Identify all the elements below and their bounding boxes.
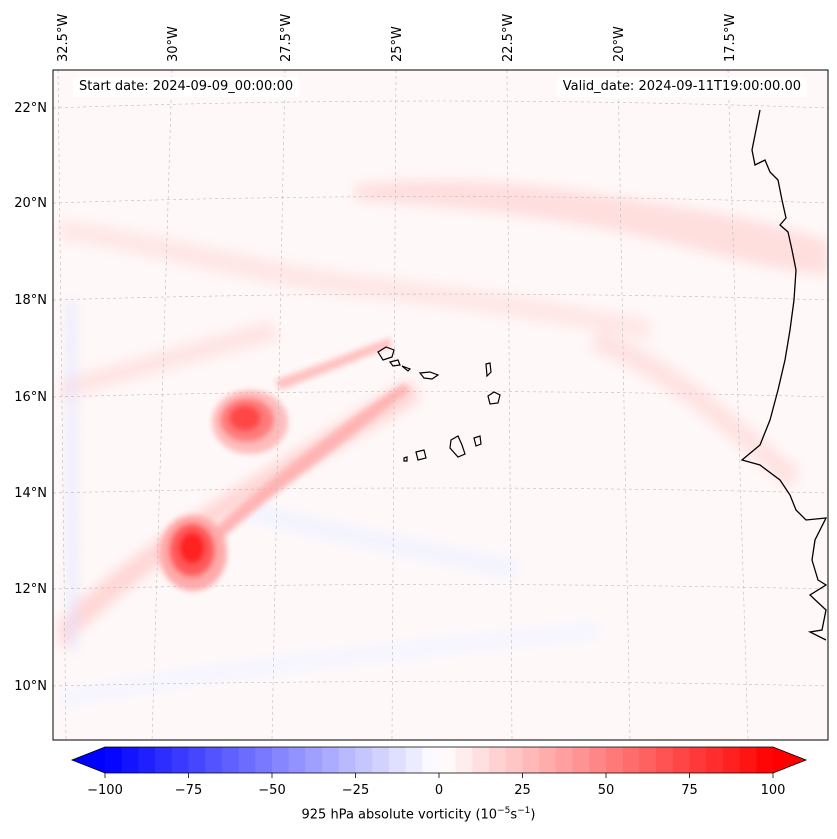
lon-label-22-5w: 22.5°W [501,14,516,62]
colorbar-segment [405,747,423,773]
colorbar-label-main: 925 hPa absolute vorticity (10 [301,807,498,823]
colorbar-label-mid: s [510,807,518,823]
colorbar-label-end: ) [530,807,536,823]
valid-date-label: Valid_date: 2024-09-11T19:00:00.00 [556,77,807,97]
colorbar-segment [472,747,490,773]
cbar-tick-label-2: −50 [258,783,285,798]
map-area [53,70,828,740]
cbar-tick-label-5: 25 [514,783,531,798]
colorbar-segment [522,747,540,773]
colorbar-segment [439,747,457,773]
cbar-tick-label-1: −75 [175,783,202,798]
colorbar-segments [105,747,774,773]
lon-label-30w: 30°W [166,26,181,62]
colorbar-low-extension [72,747,105,773]
colorbar-segment [372,747,390,773]
lat-label-16n: 16°N [14,390,47,405]
latitude-labels: 22°N 20°N 18°N 16°N 14°N 12°N 10°N [14,101,47,694]
colorbar-ticks [104,773,774,778]
cbar-tick-label-6: 50 [598,783,615,798]
colorbar-segment [455,747,473,773]
start-date-label: Start date: 2024-09-09_00:00:00 [73,77,300,97]
colorbar-segment [489,747,507,773]
colorbar-segment [606,747,624,773]
colorbar-segment [221,747,240,773]
colorbar-segment [756,747,774,773]
colorbar-segment [171,747,189,773]
colorbar-segment [322,747,340,773]
colorbar-segment [288,747,306,773]
lat-label-22n: 22°N [14,101,47,116]
cbar-tick-label-3: −25 [342,783,369,798]
colorbar-segment [155,747,173,773]
colorbar-tick-labels: −100 −75 −50 −25 0 25 50 75 100 [87,783,785,798]
vorticity-max-southwest [159,515,227,591]
cape-verde-islands [377,346,501,462]
colorbar-segment [505,747,523,773]
vorticity-filament [192,338,410,560]
lon-label-32-5w: 32.5°W [56,14,71,62]
colorbar-segment [355,747,373,773]
colorbar-segment [422,747,440,773]
lat-label-18n: 18°N [14,293,47,308]
colorbar-segment [238,747,256,773]
colorbar-label-exp1: −5 [497,806,511,816]
colorbar-segment [589,747,607,773]
colorbar-segment [205,747,223,773]
colorbar-segment [622,747,640,773]
lon-label-27-5w: 27.5°W [279,14,294,62]
colorbar-label: 925 hPa absolute vorticity (10−5s−1) [0,806,837,822]
colorbar-segment [539,747,557,773]
cbar-tick-label-4: 0 [435,783,443,798]
colorbar-segment [739,747,757,773]
lon-label-17-5w: 17.5°W [723,14,738,62]
colorbar-segment [272,747,290,773]
longitude-labels: 32.5°W 30°W 27.5°W 25°W 22.5°W 20°W 17.5… [56,14,738,62]
colorbar-segment [672,747,690,773]
lat-label-10n: 10°N [14,679,47,694]
lon-label-25w: 25°W [390,26,405,62]
colorbar-segment [121,747,139,773]
colorbar-high-extension [773,747,806,773]
lon-label-20w: 20°W [612,26,627,62]
colorbar: −100 −75 −50 −25 0 25 50 75 100 [70,746,808,798]
cbar-tick-label-7: 75 [681,783,698,798]
colorbar-segment [555,747,574,773]
colorbar-label-exp2: −1 [517,806,531,816]
colorbar-segment [639,747,657,773]
vorticity-max-west [212,390,288,454]
colorbar-segment [305,747,323,773]
colorbar-segment [255,747,273,773]
colorbar-segment [706,747,724,773]
cbar-tick-label-8: 100 [761,783,786,798]
colorbar-segment [656,747,674,773]
colorbar-segment [188,747,206,773]
colorbar-segment [689,747,707,773]
colorbar-segment [572,747,590,773]
colorbar-segment [105,747,123,773]
map-frame [52,69,829,741]
colorbar-segment [722,747,741,773]
lat-label-20n: 20°N [14,196,47,211]
cbar-tick-label-0: −100 [87,783,123,798]
west-africa-coastline [740,109,828,641]
colorbar-segment [338,747,356,773]
colorbar-segment [138,747,156,773]
graticule [53,70,828,740]
lat-label-14n: 14°N [14,486,47,501]
colorbar-segment [388,747,407,773]
lat-label-12n: 12°N [14,582,47,597]
